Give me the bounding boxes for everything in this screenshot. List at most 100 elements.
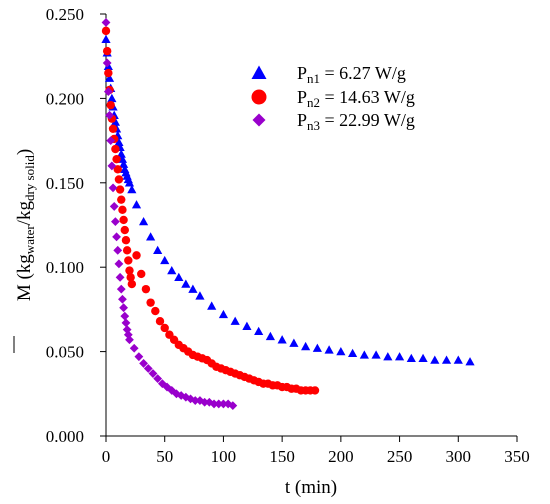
legend-marker-1 — [251, 65, 267, 79]
x-tick-label: 200 — [328, 447, 354, 466]
data-point — [218, 309, 229, 319]
data-point — [118, 294, 127, 304]
data-point — [115, 185, 125, 194]
data-point — [230, 316, 240, 325]
data-point — [209, 399, 219, 409]
data-point — [132, 251, 141, 260]
data-point — [116, 149, 126, 158]
data-point — [207, 301, 217, 310]
x-tick-label: 0 — [102, 447, 111, 466]
data-point — [465, 357, 475, 366]
data-point — [336, 347, 346, 356]
data-point — [107, 161, 117, 171]
data-point — [153, 374, 163, 384]
data-point — [114, 175, 124, 184]
data-point — [348, 348, 358, 357]
data-point — [124, 256, 133, 265]
data-point — [111, 144, 120, 154]
y-label-close: ) — [14, 149, 35, 155]
data-point — [289, 338, 299, 347]
data-point — [110, 217, 120, 227]
data-point — [109, 202, 119, 211]
data-point — [104, 73, 115, 82]
data-point — [228, 401, 238, 411]
data-point — [120, 311, 130, 321]
data-point — [120, 225, 129, 235]
data-point — [139, 359, 148, 368]
y-tick-label: 0.250 — [46, 5, 84, 24]
data-point — [146, 232, 156, 241]
data-point — [430, 355, 440, 364]
data-point — [101, 34, 111, 43]
x-axis-ticks: 0 50 100 150 200 250 300 350 — [102, 436, 530, 466]
data-point — [148, 369, 158, 378]
data-point — [310, 386, 320, 395]
data-point — [113, 245, 123, 255]
svg-text:M (kgwater/kgdry solid): M (kgwater/kgdry solid) — [14, 149, 37, 301]
data-point — [114, 259, 124, 269]
data-point — [106, 100, 115, 110]
data-point — [102, 46, 112, 56]
x-tick-label: 300 — [446, 447, 472, 466]
y-tick-label: 0.000 — [46, 427, 84, 446]
data-point — [125, 335, 134, 345]
data-point — [105, 110, 114, 120]
data-point — [125, 266, 134, 275]
data-point — [200, 397, 210, 407]
data-markers — [101, 18, 475, 411]
data-point — [195, 396, 205, 405]
x-axis-label: t (min) — [285, 477, 337, 498]
data-point — [155, 317, 165, 326]
legend-label-3: Pn3 = 22.99 W/g — [297, 110, 415, 133]
y-axis-ticks: 0.000 0.050 0.100 0.150 0.200 0.250 — [46, 5, 106, 446]
y-tick-label: 0.200 — [46, 89, 84, 108]
data-point — [146, 298, 155, 307]
data-point — [406, 353, 416, 363]
legend-label-2: Pn2 = 14.63 W/g — [297, 87, 415, 110]
data-point — [190, 396, 200, 405]
data-point — [394, 352, 405, 361]
data-point — [127, 184, 137, 194]
data-point — [265, 331, 275, 341]
y-label-symbol: M — [14, 284, 35, 301]
data-point — [119, 159, 129, 168]
data-point — [118, 205, 127, 215]
plot-frame — [105, 14, 517, 437]
series-3 — [101, 18, 238, 411]
data-point — [138, 217, 149, 226]
y-label-sub-dry: dry solid — [22, 155, 37, 201]
data-point — [277, 335, 287, 344]
data-point — [108, 124, 118, 133]
data-point — [114, 137, 124, 146]
data-point — [324, 345, 334, 354]
data-point — [195, 291, 205, 300]
y-tick-label: 0.150 — [46, 174, 84, 193]
data-point — [121, 235, 131, 245]
y-label-mid: /kg — [14, 201, 35, 226]
x-tick-label: 350 — [504, 447, 530, 466]
data-point — [141, 284, 151, 294]
data-point — [126, 273, 135, 282]
data-point — [119, 215, 128, 225]
data-point — [117, 195, 126, 204]
data-point — [153, 245, 163, 254]
data-point — [115, 272, 125, 282]
data-point — [219, 399, 228, 409]
data-point — [181, 279, 191, 288]
data-point — [301, 341, 311, 351]
data-point — [359, 350, 369, 359]
x-tick-label: 50 — [156, 447, 173, 466]
y-axis-label: M (kgwater/kgdry solid) — [13, 149, 37, 353]
legend-marker-2 — [251, 89, 267, 105]
data-point — [172, 389, 181, 399]
y-tick-label: 0.100 — [46, 258, 84, 277]
y-label-sub-water: water — [22, 225, 37, 255]
data-point — [418, 353, 428, 363]
legend-label-1: Pn1 = 6.27 W/g — [297, 63, 406, 86]
data-point — [131, 200, 142, 209]
data-point — [214, 399, 224, 409]
series-1 — [101, 34, 475, 366]
data-point — [102, 58, 112, 68]
data-point — [453, 355, 463, 364]
